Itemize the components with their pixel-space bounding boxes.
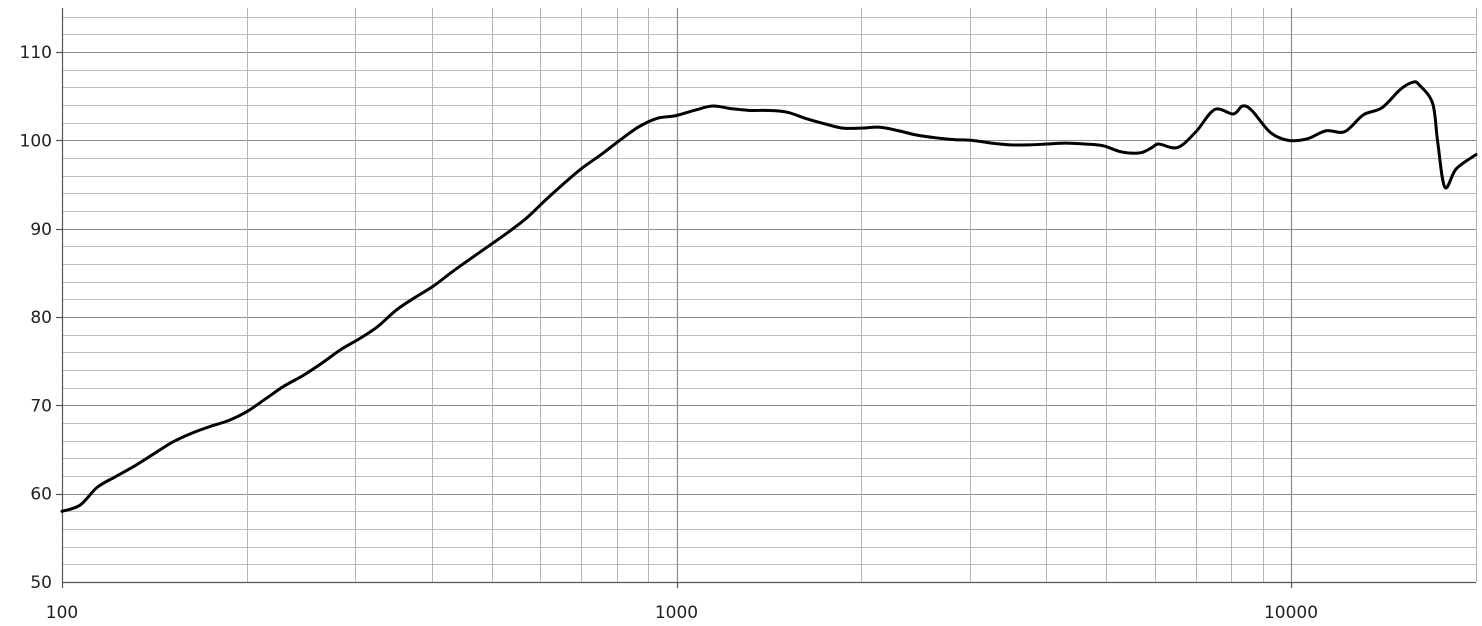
y-tick-label: 80 — [30, 308, 52, 328]
x-tick-label: 100 — [46, 603, 78, 623]
axes — [56, 8, 1476, 588]
y-tick-label: 90 — [30, 220, 52, 240]
x-tick-label: 10000 — [1264, 603, 1318, 623]
y-tick-label: 110 — [20, 43, 52, 63]
series-layer — [60, 80, 1478, 513]
series-line — [60, 80, 1478, 513]
y-tick-label: 100 — [20, 131, 52, 151]
y-tick-label: 60 — [30, 485, 52, 505]
y-tick-label: 50 — [30, 573, 52, 593]
y-tick-label: 70 — [30, 396, 52, 416]
x-tick-label: 1000 — [655, 603, 698, 623]
grid — [62, 8, 1477, 582]
tick-labels: 50 60 70 80 90 100 110 100 1000 10000 — [20, 43, 1319, 623]
